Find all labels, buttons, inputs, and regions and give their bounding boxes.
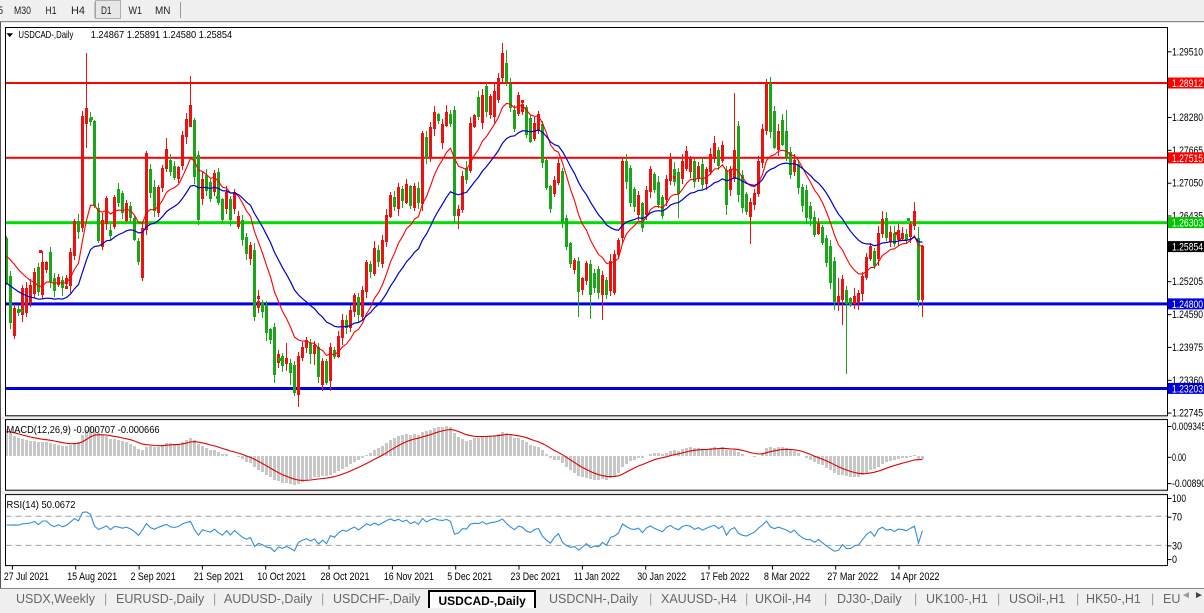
svg-text:21 Sep 2021: 21 Sep 2021 — [194, 571, 244, 583]
svg-text:16 Nov 2021: 16 Nov 2021 — [384, 571, 434, 583]
svg-text:28 Oct 2021: 28 Oct 2021 — [321, 571, 370, 583]
svg-text:5 Dec 2021: 5 Dec 2021 — [447, 571, 492, 583]
svg-text:1.23203: 1.23203 — [1172, 383, 1203, 395]
svg-text:1.23975: 1.23975 — [1172, 342, 1203, 354]
svg-text:1.28280: 1.28280 — [1172, 112, 1203, 124]
svg-text:70: 70 — [1172, 512, 1182, 524]
svg-text:5: 5 — [0, 5, 3, 17]
svg-text:W1: W1 — [129, 5, 143, 17]
svg-text:-0.00890: -0.00890 — [1172, 478, 1204, 490]
svg-text:M30: M30 — [14, 5, 31, 17]
svg-text:1.24590: 1.24590 — [1172, 309, 1203, 321]
svg-text:0.00: 0.00 — [1172, 452, 1186, 464]
svg-text:USDCAD-,Daily: USDCAD-,Daily — [18, 29, 74, 41]
svg-text:1.29510: 1.29510 — [1172, 46, 1203, 58]
svg-text:2 Sep 2021: 2 Sep 2021 — [131, 571, 176, 583]
svg-text:RSI(14) 50.0672: RSI(14) 50.0672 — [7, 499, 76, 511]
svg-text:10 Oct 2021: 10 Oct 2021 — [257, 571, 306, 583]
svg-text:MACD(12,26,9) -0.000707 -0.000: MACD(12,26,9) -0.000707 -0.000666 — [7, 424, 160, 436]
svg-text:11 Jan 2022: 11 Jan 2022 — [574, 571, 620, 583]
svg-text:15 Aug 2021: 15 Aug 2021 — [67, 571, 117, 583]
svg-text:D1: D1 — [101, 5, 112, 17]
svg-text:27 Jul 2021: 27 Jul 2021 — [4, 571, 49, 583]
svg-text:30 Jan 2022: 30 Jan 2022 — [637, 571, 686, 583]
svg-text:1.27050: 1.27050 — [1172, 178, 1203, 190]
svg-text:17 Feb 2022: 17 Feb 2022 — [701, 571, 750, 583]
svg-text:100: 100 — [1172, 493, 1186, 505]
svg-text:1.28912: 1.28912 — [1172, 78, 1203, 90]
svg-text:1.24800: 1.24800 — [1172, 299, 1203, 311]
svg-text:0.009345: 0.009345 — [1172, 421, 1204, 433]
svg-text:27 Mar 2022: 27 Mar 2022 — [827, 571, 878, 583]
svg-text:1.22745: 1.22745 — [1172, 408, 1203, 420]
svg-text:14 Apr 2022: 14 Apr 2022 — [891, 571, 940, 583]
svg-text:8 Mar 2022: 8 Mar 2022 — [764, 571, 810, 583]
svg-text:MN: MN — [155, 5, 171, 17]
svg-text:1.25854: 1.25854 — [1172, 242, 1203, 254]
svg-text:1.26303: 1.26303 — [1172, 218, 1203, 230]
svg-text:23 Dec 2021: 23 Dec 2021 — [511, 571, 561, 583]
svg-text:1.27515: 1.27515 — [1172, 153, 1203, 165]
svg-text:0: 0 — [1172, 554, 1177, 566]
svg-text:30: 30 — [1172, 540, 1182, 552]
svg-text:1.25205: 1.25205 — [1172, 276, 1203, 288]
svg-text:1.24867 1.25891 1.24580 1.2585: 1.24867 1.25891 1.24580 1.25854 — [91, 29, 233, 41]
svg-text:H4: H4 — [71, 5, 85, 17]
svg-text:H1: H1 — [46, 5, 57, 17]
